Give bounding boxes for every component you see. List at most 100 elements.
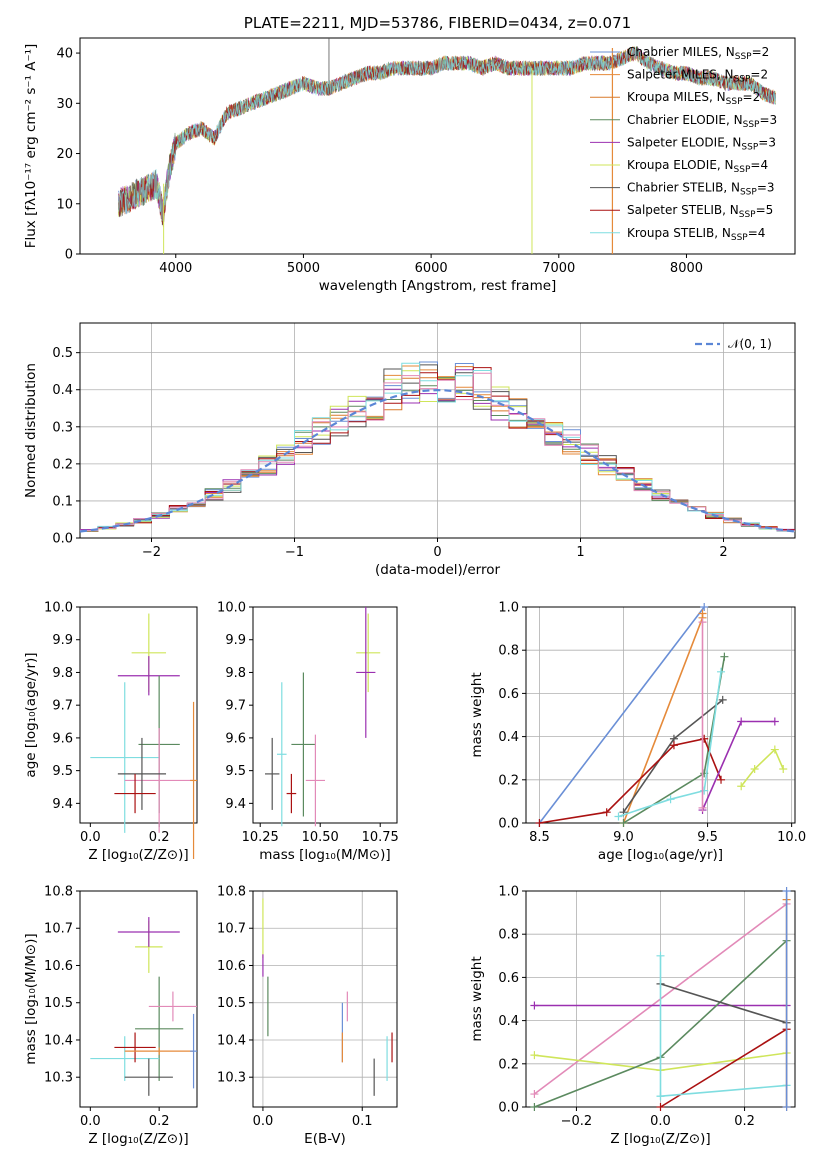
y-tick-label: 0.2: [498, 1057, 519, 1072]
y-axis-label: Normed distribution: [23, 363, 39, 498]
y-tick-label: 10.0: [44, 601, 73, 616]
y-tick-label: 9.4: [52, 797, 73, 812]
legend-entry: Chabrier STELIB, NSSP=3: [627, 181, 775, 198]
x-tick-label: 8000: [670, 261, 703, 276]
y-tick-label: 9.7: [52, 699, 73, 714]
legend-suffix: =3: [758, 135, 776, 149]
x-tick-label: 9.5: [697, 830, 718, 845]
weight-point: [619, 819, 628, 827]
weight-point: [770, 745, 779, 754]
weight-point: [700, 603, 709, 611]
histogram-series: [80, 372, 795, 532]
y-tick-label: 9.8: [225, 666, 246, 681]
x-tick-label: 0.2: [734, 1114, 755, 1129]
y-tick-label: 10.6: [44, 959, 73, 974]
y-tick-label: 0: [65, 248, 73, 263]
axes-frame: [525, 606, 796, 824]
weight-series-line: [539, 737, 722, 824]
legend-entry: Kroupa STELIB, NSSP=4: [627, 226, 765, 243]
weight-series-line: [538, 606, 705, 824]
weight-point: [656, 1103, 665, 1111]
x-tick-label: 10.50: [302, 830, 339, 845]
weight-point: [737, 717, 746, 726]
y-tick-label: 10.8: [44, 885, 73, 900]
legend-suffix: =2: [750, 68, 768, 82]
y-tick-label: 10.0: [217, 601, 246, 616]
legend-entry: Kroupa MILES, NSSP=2: [627, 90, 760, 107]
y-tick-label: 0.4: [498, 1014, 519, 1029]
age-vs-metallicity-panel: 0.0 0.2 9.4 9.5 9.6 9.7 9.8 9.9 10.0 Z [log₁₀(Z/Z…: [23, 601, 198, 863]
axes-frame: [252, 606, 398, 824]
weight-point: [656, 951, 665, 960]
y-tick-label: 10.5: [44, 996, 73, 1011]
weight-point: [656, 1092, 665, 1101]
legend-label: 𝒩(0, 1): [728, 337, 772, 351]
legend-sub: SSP: [741, 142, 758, 152]
x-tick-label: 0.0: [80, 1114, 101, 1129]
y-tick-label: 0.6: [498, 687, 519, 702]
legend-label: Chabrier MILES, N: [627, 45, 735, 59]
weight-series-line: [701, 720, 775, 811]
x-axis-label: Z [log₁₀(Z/Z⊙)]: [88, 847, 188, 863]
weight-point: [782, 1103, 791, 1111]
weight-point: [698, 618, 707, 627]
weight-series-line: [740, 748, 784, 787]
weight-point: [614, 812, 623, 821]
y-tick-label: 0.2: [498, 773, 519, 788]
x-tick-label: 4000: [159, 261, 192, 276]
y-axis-label: mass weight: [469, 672, 485, 757]
chart-title: PLATE=2211, MJD=53786, FIBERID=0434, z=0…: [244, 14, 631, 32]
x-tick-label: 7000: [542, 261, 575, 276]
x-tick-label: 8.5: [529, 830, 550, 845]
y-tick-label: 9.7: [225, 699, 246, 714]
weight-point: [720, 652, 729, 661]
legend-label: Kroupa MILES, N: [627, 90, 726, 104]
spectrum-line: [118, 47, 776, 222]
x-tick-label: 0.2: [149, 1114, 170, 1129]
weight-point: [770, 717, 779, 726]
age-vs-mass-panel: 10.25 10.50 10.75 9.4 9.5 9.6 9.7 9.8 9.9 10.0 mas…: [217, 601, 399, 864]
legend-sub: SSP: [735, 52, 752, 62]
x-axis-label: Z [log₁₀(Z/Z⊙)]: [610, 1131, 710, 1147]
legend-suffix: =2: [752, 45, 770, 59]
x-tick-label: 10.75: [362, 830, 399, 845]
y-tick-label: 0.2: [52, 457, 73, 472]
legend-label: Salpeter MILES, N: [627, 68, 734, 82]
mass-weight-vs-metallicity-panel: −0.2 0.0 0.2 0.0 0.2 0.4 0.6 0.8 1.0 Z [log₁₀(Z/Z…: [469, 885, 796, 1147]
legend-suffix: =2: [743, 90, 761, 104]
x-axis-label: Z [log₁₀(Z/Z⊙)]: [88, 1131, 188, 1147]
y-tick-label: 0.3: [52, 420, 73, 435]
weight-point: [698, 803, 707, 812]
legend-suffix: =3: [759, 113, 777, 127]
legend-label: Chabrier ELODIE, N: [627, 113, 743, 127]
y-tick-label: 0.4: [52, 383, 73, 398]
weight-point: [717, 775, 726, 784]
y-axis-label: mass weight: [469, 956, 485, 1041]
weight-series-line: [618, 671, 722, 818]
y-tick-label: 0.4: [498, 730, 519, 745]
y-tick-label: 10.5: [217, 996, 246, 1011]
y-tick-label: 9.6: [225, 731, 246, 746]
y-tick-label: 1.0: [498, 601, 519, 616]
legend-label: Kroupa ELODIE, N: [627, 158, 734, 172]
x-tick-label: 0.0: [80, 830, 101, 845]
weight-point: [700, 786, 709, 795]
x-axis-label: mass [log₁₀(M/M⊙)]: [259, 847, 390, 863]
legend-sub: SSP: [743, 120, 760, 130]
x-tick-label: 5000: [287, 261, 320, 276]
y-axis-label: Flux [fλ10⁻¹⁷ erg cm⁻² s⁻¹ A⁻¹]: [23, 44, 39, 249]
x-tick-label: 9.0: [613, 830, 634, 845]
normal-curve: [79, 388, 796, 533]
y-tick-label: 0.0: [52, 532, 73, 547]
legend-sub: SSP: [734, 75, 751, 85]
weight-point: [700, 734, 709, 743]
weight-point: [530, 1001, 539, 1010]
axes-frame: [79, 322, 796, 539]
weight-point: [530, 1090, 539, 1099]
weight-series-line: [660, 1084, 787, 1097]
x-tick-label: 0.2: [149, 830, 170, 845]
y-tick-label: 10.4: [44, 1033, 73, 1048]
x-tick-label: 0: [433, 545, 441, 560]
x-tick-label: −2: [142, 545, 161, 560]
weight-point: [718, 695, 727, 704]
